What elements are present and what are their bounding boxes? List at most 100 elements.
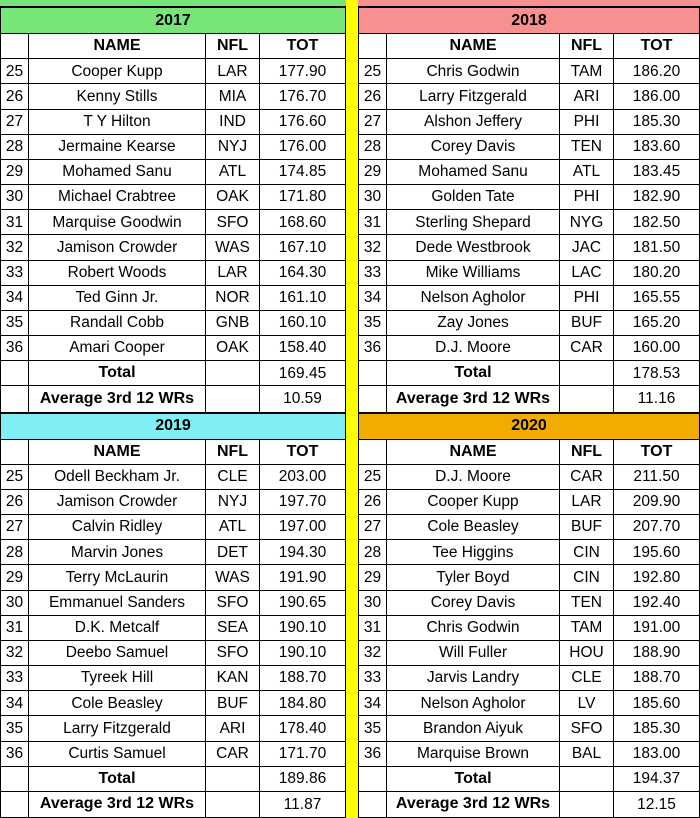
name-cell: Chris Godwin	[387, 615, 560, 641]
player-row: 30 Emmanuel Sanders SFO 190.65	[1, 590, 345, 616]
player-row: 35 Larry Fitzgerald ARI 178.40	[1, 716, 345, 742]
points-cell: 192.40	[614, 591, 699, 616]
player-row: 29 Tyler Boyd CIN 192.80	[359, 565, 699, 591]
points-cell: 195.60	[614, 540, 699, 566]
points-cell: 174.85	[260, 160, 345, 186]
player-row: 25 Cooper Kupp LAR 177.90	[1, 59, 345, 85]
name-cell: Jarvis Landry	[387, 666, 560, 692]
name-cell: Corey Davis	[387, 134, 560, 160]
rank-cell: 33	[1, 666, 29, 692]
name-cell: Corey Davis	[387, 590, 560, 616]
total-row: Total 189.86	[1, 766, 345, 792]
player-row: 28 Tee Higgins CIN 195.60	[359, 540, 699, 566]
points-cell: 185.60	[614, 691, 699, 717]
name-cell: Cooper Kupp	[29, 59, 206, 85]
empty-rank-cell	[359, 766, 387, 792]
col-header-rank	[359, 439, 387, 465]
team-cell: SFO	[206, 590, 260, 616]
team-cell: LV	[560, 691, 614, 717]
name-cell: Curtis Samuel	[29, 741, 206, 767]
team-cell: HOU	[560, 640, 614, 667]
average-value: 11.87	[283, 795, 322, 813]
player-row: 32 Dede Westbrook JAC 181.50	[359, 235, 699, 261]
points-cell: 176.70	[260, 84, 345, 110]
rank-cell: 29	[1, 565, 29, 591]
team-cell: ATL	[206, 159, 260, 186]
rank-cell: 30	[359, 590, 387, 616]
total-row: Total 169.45	[1, 361, 345, 387]
points-cell: 171.70	[260, 742, 345, 767]
points-cell: 168.60	[260, 210, 345, 236]
team-cell: ATL	[206, 515, 260, 541]
team-cell: IND	[206, 109, 260, 135]
player-row: 32 Deebo Samuel SFO 190.10	[1, 640, 345, 667]
empty-rank-cell	[359, 361, 387, 387]
name-cell: Alshon Jeffery	[387, 109, 560, 135]
player-row: 36 D.J. Moore CAR 160.00	[359, 336, 699, 362]
name-cell: Terry McLaurin	[29, 565, 206, 591]
rank-cell: 32	[1, 235, 29, 261]
points-cell: 164.30	[260, 261, 345, 286]
name-cell: Robert Woods	[29, 260, 206, 286]
points-cell: 178.40	[260, 716, 345, 742]
rank-cell: 28	[359, 134, 387, 160]
points-cell: 183.60	[614, 135, 699, 160]
player-row: 29 Terry McLaurin WAS 191.90	[1, 565, 345, 591]
points-cell: 165.55	[614, 286, 699, 311]
player-row: 31 Marquise Goodwin SFO 168.60	[1, 210, 345, 236]
col-header-tot: TOT	[614, 34, 699, 60]
empty-team-cell	[560, 361, 614, 387]
team-cell: CLE	[206, 464, 260, 490]
rank-cell: 35	[1, 716, 29, 742]
team-cell: SFO	[206, 210, 260, 236]
total-label: Total	[387, 766, 560, 792]
name-cell: Tyler Boyd	[387, 565, 560, 591]
rank-cell: 29	[1, 159, 29, 186]
rank-cell: 34	[1, 285, 29, 311]
points-cell: 203.00	[260, 465, 345, 490]
column-header-row: NAME NFL TOT	[1, 439, 345, 465]
player-row: 35 Zay Jones BUF 165.20	[359, 310, 699, 337]
name-cell: Amari Cooper	[29, 336, 206, 362]
points-cell: 177.90	[260, 59, 345, 85]
col-header-name: NAME	[387, 439, 560, 465]
player-row: 28 Jermaine Kearse NYJ 176.00	[1, 134, 345, 160]
name-cell: Zay Jones	[387, 310, 560, 337]
team-cell: SFO	[560, 716, 614, 742]
rank-cell: 25	[1, 59, 29, 85]
player-row: 31 D.K. Metcalf SEA 190.10	[1, 615, 345, 641]
name-cell: Emmanuel Sanders	[29, 590, 206, 616]
name-cell: Jermaine Kearse	[29, 134, 206, 160]
rank-cell: 36	[1, 336, 29, 362]
rank-cell: 33	[359, 666, 387, 692]
name-cell: D.J. Moore	[387, 464, 560, 490]
team-cell: CIN	[560, 565, 614, 591]
total-value: 178.53	[614, 361, 699, 387]
rank-cell: 26	[1, 489, 29, 516]
total-row: Total 194.37	[359, 766, 699, 792]
col-header-tot: TOT	[614, 440, 699, 465]
rank-cell: 32	[1, 640, 29, 667]
player-row: 34 Ted Ginn Jr. NOR 161.10	[1, 285, 345, 311]
points-cell: 185.30	[614, 110, 699, 135]
points-cell: 158.40	[260, 336, 345, 362]
team-cell: BUF	[206, 691, 260, 717]
points-cell: 183.45	[614, 160, 699, 186]
average-row: Average 3rd 12 WRs 11.87	[1, 791, 345, 817]
points-cell: 167.10	[260, 235, 345, 261]
rank-cell: 29	[359, 565, 387, 591]
team-cell: GNB	[206, 310, 260, 337]
team-cell: ATL	[560, 159, 614, 186]
year-header-2018: 2018	[359, 8, 699, 35]
rank-cell: 31	[1, 210, 29, 236]
player-row: 29 Mohamed Sanu ATL 183.45	[359, 159, 699, 186]
left-column: 2017 NAME NFL TOT 25 Cooper Kupp LAR 177.90 26 Ke…	[0, 0, 346, 818]
rank-cell: 34	[359, 285, 387, 311]
top-sliver-right	[358, 0, 700, 7]
column-header-row: NAME NFL TOT	[359, 439, 699, 465]
team-cell: DET	[206, 540, 260, 566]
team-cell: CAR	[560, 464, 614, 490]
player-row: 35 Brandon Aiyuk SFO 185.30	[359, 716, 699, 742]
player-row: 34 Nelson Agholor PHI 165.55	[359, 285, 699, 311]
name-cell: Jamison Crowder	[29, 489, 206, 516]
